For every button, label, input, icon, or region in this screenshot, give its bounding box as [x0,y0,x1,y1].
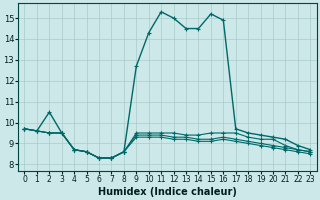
X-axis label: Humidex (Indice chaleur): Humidex (Indice chaleur) [98,187,237,197]
